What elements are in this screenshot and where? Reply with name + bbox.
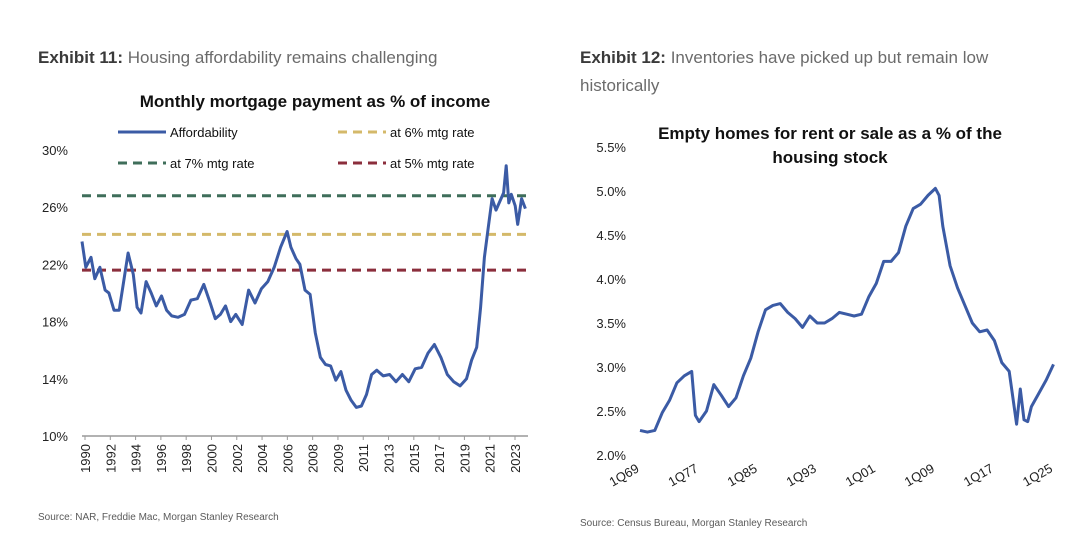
chart-1-xtick: 2021 xyxy=(483,444,498,473)
chart-1-xtick: 2023 xyxy=(508,444,523,473)
legend-rate5-label: at 5% mtg rate xyxy=(390,156,475,171)
chart-2-xtick: 1Q93 xyxy=(784,461,819,490)
chart-1-xtick: 2013 xyxy=(382,444,397,473)
legend-rate7-label: at 7% mtg rate xyxy=(170,156,255,171)
chart-1-xtick: 1994 xyxy=(129,444,144,473)
chart-1-ytick: 14% xyxy=(42,372,68,387)
chart-1-xtick: 2000 xyxy=(204,444,219,473)
chart-1-xtick: 2008 xyxy=(306,444,321,473)
chart-2-ytick: 4.5% xyxy=(596,228,626,243)
exhibit-12-label: Exhibit 12: xyxy=(580,48,666,67)
chart-1-xtick: 2009 xyxy=(331,444,346,473)
chart-1-xtick: 2004 xyxy=(255,444,270,473)
chart-1-ytick: 22% xyxy=(42,257,68,272)
chart-2-xtick: 1Q69 xyxy=(606,461,641,490)
chart-1-xtick: 1992 xyxy=(103,444,118,473)
chart-2-xtick: 1Q09 xyxy=(902,461,937,490)
chart-1-title: Monthly mortgage payment as % of income xyxy=(140,92,490,111)
exhibit-11-label: Exhibit 11: xyxy=(38,48,124,67)
chart-2-vacancy-line xyxy=(639,186,1055,434)
chart-1-xtick: 2011 xyxy=(356,444,371,472)
chart-2-ytick: 5.5% xyxy=(596,140,626,155)
chart-2-ytick: 4.0% xyxy=(596,272,626,287)
exhibit-11-source: Source: NAR, Freddie Mac, Morgan Stanley… xyxy=(38,512,279,523)
legend-rate6-label: at 6% mtg rate xyxy=(390,125,475,140)
chart-1-xtick: 2015 xyxy=(407,444,422,473)
chart-1-xtick: 2019 xyxy=(457,444,472,473)
chart-1-xtick: 2006 xyxy=(280,444,295,473)
chart-1-xtick: 1998 xyxy=(179,444,194,473)
chart-1-affordability-line xyxy=(80,164,527,409)
chart-2-ytick: 5.0% xyxy=(596,184,626,199)
exhibit-11-caption: Housing affordability remains challengin… xyxy=(127,48,438,67)
chart-2-title-line2: housing stock xyxy=(772,148,888,167)
exhibit-12-caption-line2: historically xyxy=(580,76,660,95)
exhibit-11-header: Exhibit 11: Housing affordability remain… xyxy=(38,44,437,72)
exhibit-12-source: Source: Census Bureau, Morgan Stanley Re… xyxy=(580,518,808,529)
exhibit-12-header: Exhibit 12: Inventories have picked up b… xyxy=(580,44,1040,100)
chart-2-xtick: 1Q25 xyxy=(1020,461,1055,490)
chart-1-xtick: 1990 xyxy=(78,444,93,473)
chart-2-xtick: 1Q17 xyxy=(961,461,996,490)
chart-2-xtick: 1Q01 xyxy=(843,461,878,490)
chart-1-ytick: 30% xyxy=(42,143,68,158)
chart-1-ytick: 18% xyxy=(42,315,68,330)
chart-2-xtick: 1Q85 xyxy=(725,461,760,490)
legend-affordability-label: Affordability xyxy=(170,125,238,140)
chart-2-ytick: 3.5% xyxy=(596,316,626,331)
exhibit-12-caption-line1: Inventories have picked up but remain lo… xyxy=(670,48,989,67)
chart-1-xtick: 2002 xyxy=(230,444,245,473)
chart-2-title-line1: Empty homes for rent or sale as a % of t… xyxy=(658,124,1002,143)
chart-2-xtick: 1Q77 xyxy=(666,461,701,490)
chart-1-ytick: 10% xyxy=(42,429,68,444)
chart-1-ytick: 26% xyxy=(42,200,68,215)
chart-2-ytick: 2.5% xyxy=(596,404,626,419)
chart-1-xtick: 2017 xyxy=(432,444,447,473)
chart-2-ytick: 3.0% xyxy=(596,360,626,375)
chart-2-ytick: 2.0% xyxy=(596,448,626,463)
chart-1-xtick: 1996 xyxy=(154,444,169,473)
